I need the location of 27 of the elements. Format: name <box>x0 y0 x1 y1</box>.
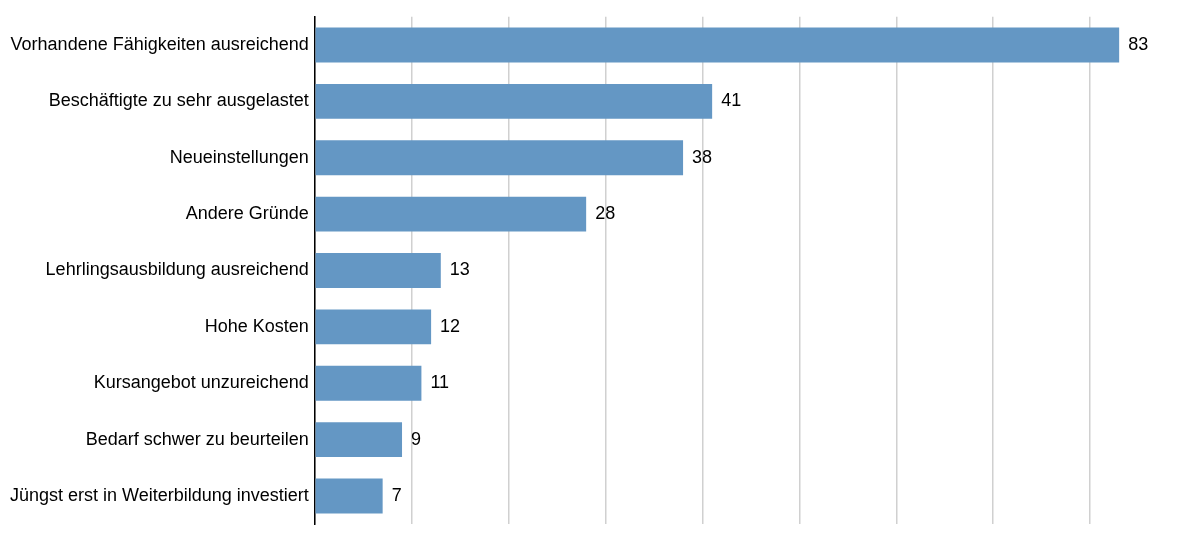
data-label: 13 <box>449 259 470 280</box>
data-label: 38 <box>692 146 713 167</box>
y-tick-label: Hohe Kosten <box>204 315 309 336</box>
data-label: 9 <box>411 428 422 449</box>
y-tick-label: Kursangebot unzureichend <box>93 372 309 393</box>
bar <box>315 27 1120 63</box>
y-tick-label: Jüngst erst in Weiterbildung investiert <box>10 484 309 505</box>
y-tick-label: Beschäftigte zu sehr ausgelastet <box>48 90 309 111</box>
bar <box>315 422 403 458</box>
data-label: 28 <box>595 203 616 224</box>
bar <box>315 365 422 401</box>
bar <box>315 309 432 345</box>
data-label: 41 <box>721 90 742 111</box>
bar <box>315 196 587 232</box>
data-label: 83 <box>1128 33 1149 54</box>
y-tick-label: Andere Gründe <box>185 203 309 224</box>
y-tick-label: Vorhandene Fähigkeiten ausreichend <box>10 33 309 54</box>
data-label: 12 <box>440 315 461 336</box>
bar <box>315 140 684 176</box>
bar <box>315 253 441 288</box>
bar <box>315 478 383 514</box>
bar <box>315 83 713 119</box>
data-label: 11 <box>430 372 450 393</box>
y-tick-label: Bedarf schwer zu beurteilen <box>85 428 309 449</box>
y-tick-label: Lehrlingsausbildung ausreichend <box>45 259 309 280</box>
y-tick-label: Neueinstellungen <box>169 146 309 167</box>
data-label: 7 <box>391 484 402 505</box>
